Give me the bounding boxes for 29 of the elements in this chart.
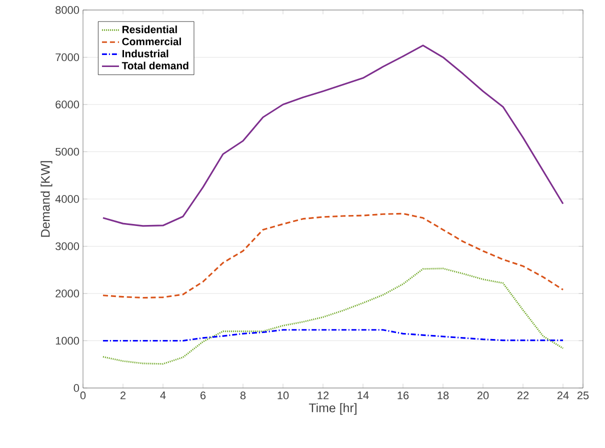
y-tick-label: 2000 bbox=[56, 290, 80, 298]
y-tick-label: 3000 bbox=[56, 242, 80, 250]
x-tick-label: 14 bbox=[358, 392, 369, 400]
x-tick-label: 25 bbox=[577, 392, 589, 400]
x-tick-label: 16 bbox=[398, 392, 409, 400]
y-tick-label: 7000 bbox=[56, 53, 80, 62]
legend-label: Total demand bbox=[122, 62, 188, 70]
x-tick-label: 2 bbox=[120, 392, 126, 400]
x-tick-label: 20 bbox=[477, 392, 489, 400]
y-tick-label: 4000 bbox=[55, 195, 80, 203]
x-tick-label: 18 bbox=[438, 392, 449, 400]
x-tick-label: 8 bbox=[240, 392, 246, 400]
y-tick-label: 5000 bbox=[56, 148, 80, 156]
legend-label: Industrial bbox=[122, 50, 168, 58]
x-tick-label: 12 bbox=[318, 392, 329, 400]
x-tick-label: 22 bbox=[517, 392, 529, 400]
legend-label: Commercial bbox=[122, 38, 181, 46]
x-tick-label: 24 bbox=[557, 392, 569, 400]
legend-label: Residential bbox=[122, 26, 177, 34]
y-tick-label: 1000 bbox=[56, 336, 80, 345]
y-tick-label: 6000 bbox=[56, 100, 80, 108]
x-tick-label: 4 bbox=[160, 392, 166, 400]
x-tick-label: 6 bbox=[200, 392, 206, 400]
x-tick-label: 0 bbox=[80, 392, 86, 400]
x-axis-title: Time [hr] bbox=[308, 403, 356, 415]
y-axis-title: Demand [KW] bbox=[40, 161, 52, 237]
y-tick-label: 0 bbox=[74, 384, 80, 392]
y-tick-label: 8000 bbox=[56, 6, 80, 14]
x-tick-label: 10 bbox=[278, 392, 289, 400]
